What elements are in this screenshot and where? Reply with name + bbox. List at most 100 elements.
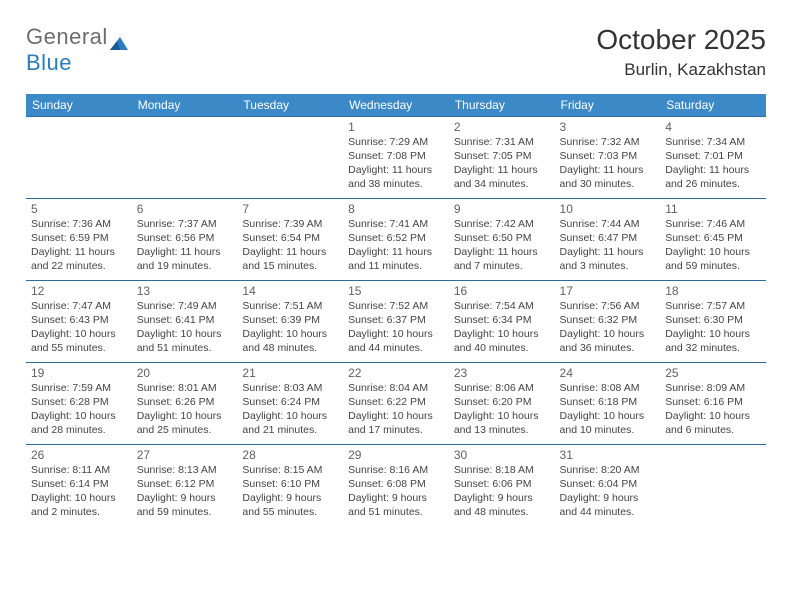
calendar-table: Sunday Monday Tuesday Wednesday Thursday… [26, 94, 766, 525]
calendar-cell: 4Sunrise: 7:34 AMSunset: 7:01 PMDaylight… [660, 117, 766, 199]
day-number: 9 [454, 202, 550, 216]
day-info: Sunrise: 8:01 AMSunset: 6:26 PMDaylight:… [137, 382, 233, 437]
day-info: Sunrise: 8:16 AMSunset: 6:08 PMDaylight:… [348, 464, 444, 519]
day-info: Sunrise: 7:44 AMSunset: 6:47 PMDaylight:… [560, 218, 656, 273]
day-info: Sunrise: 8:15 AMSunset: 6:10 PMDaylight:… [242, 464, 338, 519]
calendar-cell: 28 Sunrise: 8:15 AMSunset: 6:10 PMDayligh… [237, 445, 343, 526]
day-number: 13 [137, 284, 233, 298]
day-header: Sunday [26, 94, 132, 117]
day-number: 27 [137, 448, 233, 462]
day-number: 15 [348, 284, 444, 298]
calendar-cell: 1Sunrise: 7:29 AMSunset: 7:08 PMDaylight… [343, 117, 449, 199]
calendar-row: 26 Sunrise: 8:11 AMSunset: 6:14 PMDayligh… [26, 445, 766, 526]
day-info: Sunrise: 8:08 AMSunset: 6:18 PMDaylight:… [560, 382, 656, 437]
calendar-page: General Blue October 2025 Burlin, Kazakh… [0, 0, 792, 545]
day-number: 16 [454, 284, 550, 298]
calendar-cell: 22 Sunrise: 8:04 AMSunset: 6:22 PMDayligh… [343, 363, 449, 445]
day-info: Sunrise: 8:04 AMSunset: 6:22 PMDaylight:… [348, 382, 444, 437]
day-number: 5 [31, 202, 127, 216]
day-info: Sunrise: 7:29 AMSunset: 7:08 PMDaylight:… [348, 136, 444, 191]
day-number: 18 [665, 284, 761, 298]
calendar-cell: 7 Sunrise: 7:39 AMSunset: 6:54 PMDaylight… [237, 199, 343, 281]
calendar-row: 12Sunrise: 7:47 AMSunset: 6:43 PMDayligh… [26, 281, 766, 363]
day-number: 24 [560, 366, 656, 380]
sail-icon [108, 35, 130, 53]
day-info: Sunrise: 8:18 AMSunset: 6:06 PMDaylight:… [454, 464, 550, 519]
day-header: Tuesday [237, 94, 343, 117]
day-number: 3 [560, 120, 656, 134]
day-number: 20 [137, 366, 233, 380]
day-number: 4 [665, 120, 761, 134]
calendar-cell: 25 Sunrise: 8:09 AMSunset: 6:16 PMDayligh… [660, 363, 766, 445]
calendar-cell: 2Sunrise: 7:31 AMSunset: 7:05 PMDaylight… [449, 117, 555, 199]
calendar-cell: 16Sunrise: 7:54 AMSunset: 6:34 PMDayligh… [449, 281, 555, 363]
day-number: 26 [31, 448, 127, 462]
logo-word1: General [26, 24, 108, 49]
calendar-cell: 19 Sunrise: 7:59 AMSunset: 6:28 PMDayligh… [26, 363, 132, 445]
calendar-cell [26, 117, 132, 199]
calendar-cell: 31Sunrise: 8:20 AMSunset: 6:04 PMDayligh… [555, 445, 661, 526]
calendar-row: 1Sunrise: 7:29 AMSunset: 7:08 PMDaylight… [26, 117, 766, 199]
calendar-cell [237, 117, 343, 199]
day-info: Sunrise: 7:59 AMSunset: 6:28 PMDaylight:… [31, 382, 127, 437]
calendar-cell [132, 117, 238, 199]
day-number: 21 [242, 366, 338, 380]
day-number: 7 [242, 202, 338, 216]
day-number: 17 [560, 284, 656, 298]
calendar-cell: 13 Sunrise: 7:49 AMSunset: 6:41 PMDayligh… [132, 281, 238, 363]
calendar-cell: 29 Sunrise: 8:16 AMSunset: 6:08 PMDayligh… [343, 445, 449, 526]
day-info: Sunrise: 8:03 AMSunset: 6:24 PMDaylight:… [242, 382, 338, 437]
day-info: Sunrise: 7:37 AMSunset: 6:56 PMDaylight:… [137, 218, 233, 273]
day-info: Sunrise: 7:47 AMSunset: 6:43 PMDaylight:… [31, 300, 127, 355]
calendar-cell: 15 Sunrise: 7:52 AMSunset: 6:37 PMDayligh… [343, 281, 449, 363]
day-info: Sunrise: 7:32 AMSunset: 7:03 PMDaylight:… [560, 136, 656, 191]
calendar-row: 5 Sunrise: 7:36 AMSunset: 6:59 PMDaylight… [26, 199, 766, 281]
day-info: Sunrise: 8:06 AMSunset: 6:20 PMDaylight:… [454, 382, 550, 437]
day-info: Sunrise: 8:11 AMSunset: 6:14 PMDaylight:… [31, 464, 127, 519]
day-number: 2 [454, 120, 550, 134]
calendar-cell: 17 Sunrise: 7:56 AMSunset: 6:32 PMDayligh… [555, 281, 661, 363]
day-info: Sunrise: 7:49 AMSunset: 6:41 PMDaylight:… [137, 300, 233, 355]
day-number: 10 [560, 202, 656, 216]
day-info: Sunrise: 7:51 AMSunset: 6:39 PMDaylight:… [242, 300, 338, 355]
logo-word2: Blue [26, 50, 72, 75]
day-info: Sunrise: 7:56 AMSunset: 6:32 PMDaylight:… [560, 300, 656, 355]
header: General Blue October 2025 Burlin, Kazakh… [26, 24, 766, 80]
calendar-cell [660, 445, 766, 526]
day-info: Sunrise: 7:42 AMSunset: 6:50 PMDaylight:… [454, 218, 550, 273]
day-info: Sunrise: 7:57 AMSunset: 6:30 PMDaylight:… [665, 300, 761, 355]
calendar-cell: 12Sunrise: 7:47 AMSunset: 6:43 PMDayligh… [26, 281, 132, 363]
title-block: October 2025 Burlin, Kazakhstan [596, 24, 766, 80]
calendar-cell: 5 Sunrise: 7:36 AMSunset: 6:59 PMDaylight… [26, 199, 132, 281]
day-header: Saturday [660, 94, 766, 117]
day-number: 11 [665, 202, 761, 216]
day-number: 23 [454, 366, 550, 380]
calendar-cell: 23 Sunrise: 8:06 AMSunset: 6:20 PMDayligh… [449, 363, 555, 445]
calendar-cell: 11Sunrise: 7:46 AMSunset: 6:45 PMDayligh… [660, 199, 766, 281]
calendar-cell: 8Sunrise: 7:41 AMSunset: 6:52 PMDaylight… [343, 199, 449, 281]
calendar-cell: 10 Sunrise: 7:44 AMSunset: 6:47 PMDayligh… [555, 199, 661, 281]
day-header-row: Sunday Monday Tuesday Wednesday Thursday… [26, 94, 766, 117]
day-number: 14 [242, 284, 338, 298]
day-number: 31 [560, 448, 656, 462]
calendar-cell: 14 Sunrise: 7:51 AMSunset: 6:39 PMDayligh… [237, 281, 343, 363]
calendar-cell: 20 Sunrise: 8:01 AMSunset: 6:26 PMDayligh… [132, 363, 238, 445]
calendar-cell: 21 Sunrise: 8:03 AMSunset: 6:24 PMDayligh… [237, 363, 343, 445]
calendar-cell: 27 Sunrise: 8:13 AMSunset: 6:12 PMDayligh… [132, 445, 238, 526]
day-number: 19 [31, 366, 127, 380]
day-info: Sunrise: 7:52 AMSunset: 6:37 PMDaylight:… [348, 300, 444, 355]
day-number: 25 [665, 366, 761, 380]
day-info: Sunrise: 8:13 AMSunset: 6:12 PMDaylight:… [137, 464, 233, 519]
calendar-cell: 30Sunrise: 8:18 AMSunset: 6:06 PMDayligh… [449, 445, 555, 526]
day-number: 22 [348, 366, 444, 380]
page-title: October 2025 [596, 24, 766, 56]
day-header: Wednesday [343, 94, 449, 117]
day-header: Monday [132, 94, 238, 117]
calendar-row: 19 Sunrise: 7:59 AMSunset: 6:28 PMDayligh… [26, 363, 766, 445]
day-number: 29 [348, 448, 444, 462]
day-info: Sunrise: 7:39 AMSunset: 6:54 PMDaylight:… [242, 218, 338, 273]
day-info: Sunrise: 7:36 AMSunset: 6:59 PMDaylight:… [31, 218, 127, 273]
day-number: 28 [242, 448, 338, 462]
location: Burlin, Kazakhstan [596, 60, 766, 80]
day-info: Sunrise: 8:09 AMSunset: 6:16 PMDaylight:… [665, 382, 761, 437]
